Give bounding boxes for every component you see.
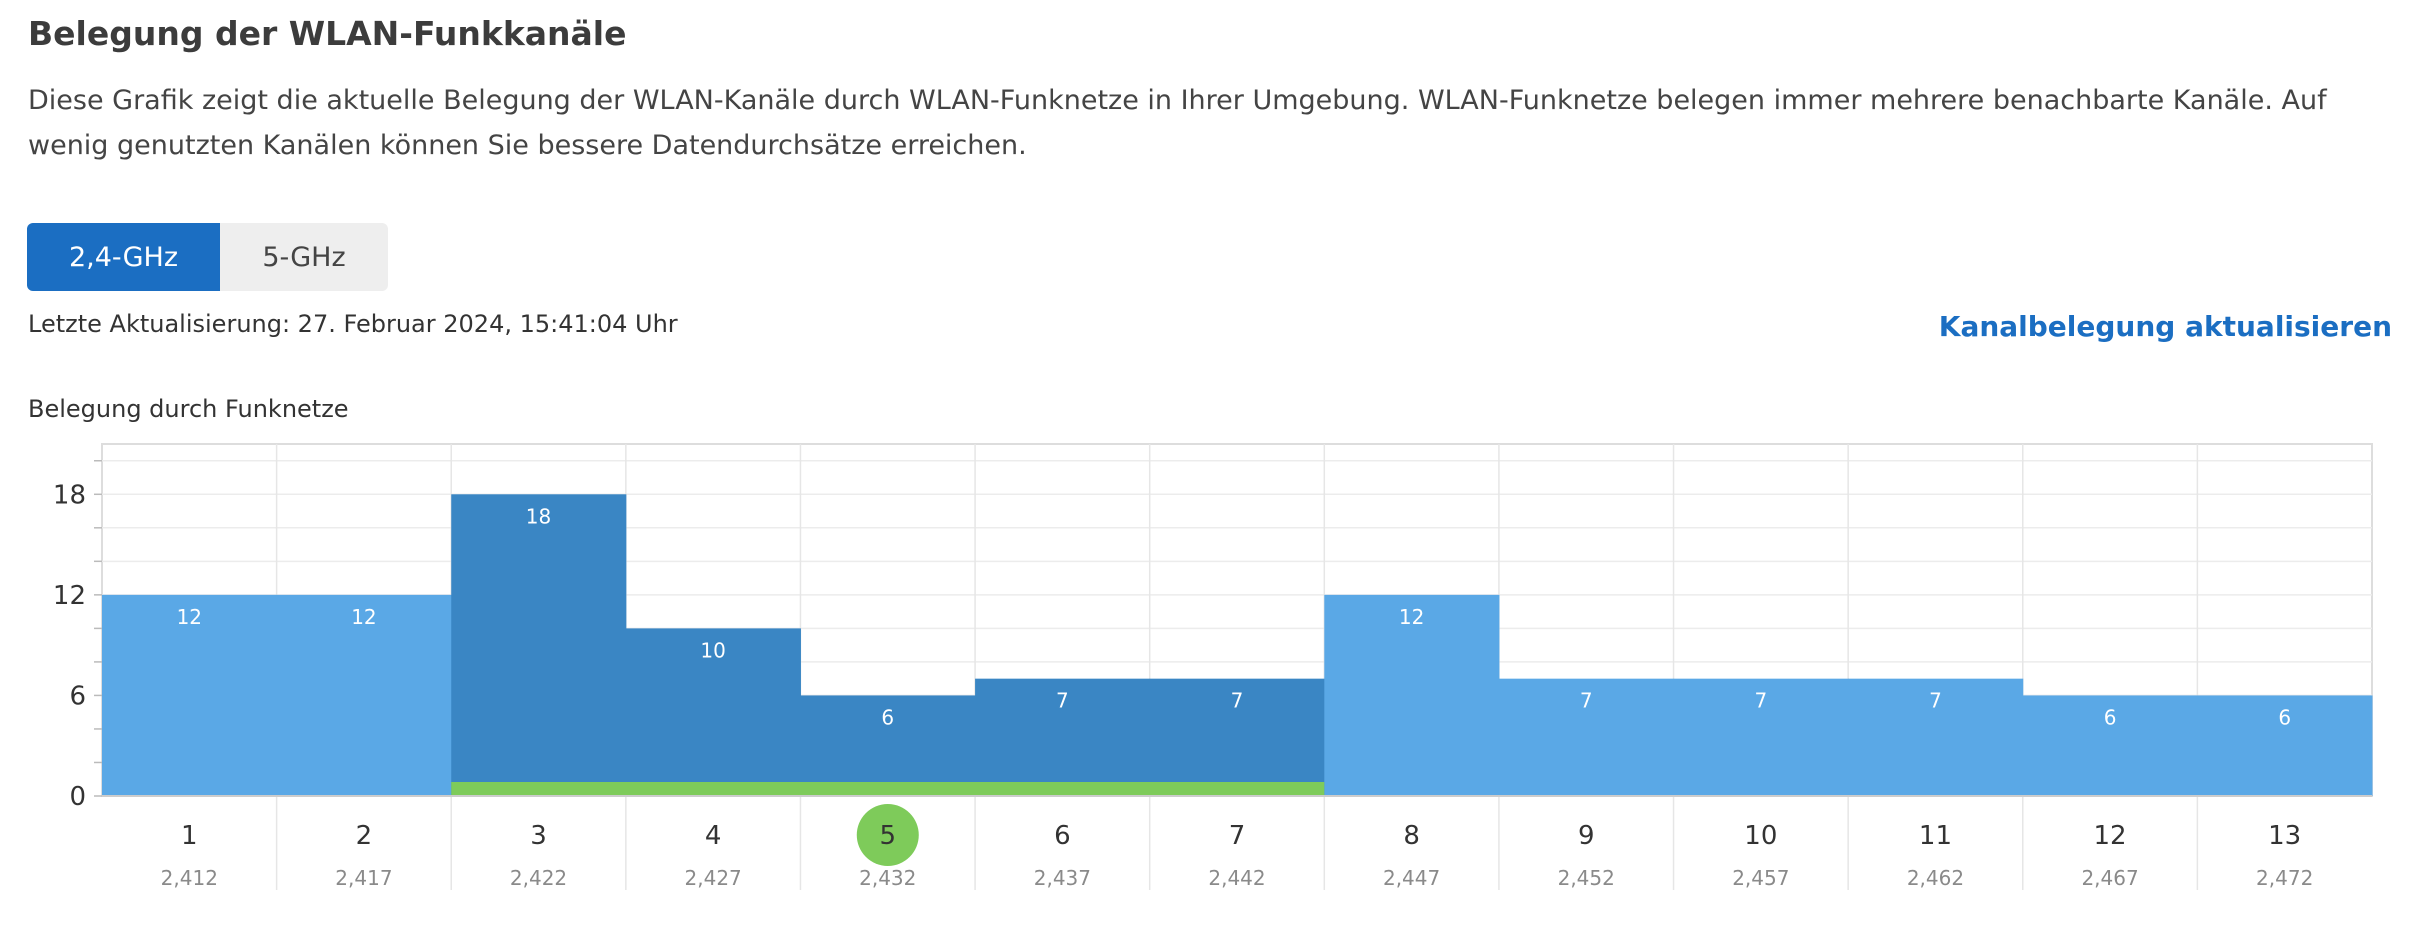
tab-2-4-ghz[interactable]: 2,4-GHz — [27, 223, 220, 291]
bar-value-label: 6 — [2104, 705, 2117, 729]
last-update-timestamp: Letzte Aktualisierung: 27. Februar 2024,… — [28, 310, 678, 338]
bar-channel-1 — [102, 594, 278, 796]
own-network-span-bar — [451, 782, 1325, 796]
frequency-label: 2,452 — [1558, 866, 1615, 890]
frequency-label: 2,457 — [1732, 866, 1789, 890]
bar-value-label: 12 — [351, 605, 376, 629]
frequency-label: 2,417 — [335, 866, 392, 890]
frequency-label: 2,472 — [2256, 866, 2313, 890]
current-channel-marker — [856, 804, 919, 866]
page-title: Belegung der WLAN-Funkkanäle — [28, 14, 627, 53]
bar-channel-13 — [2197, 695, 2373, 796]
bar-channel-11 — [1848, 678, 2024, 796]
channel-label-8: 8 — [1403, 821, 1420, 851]
page-description: Diese Grafik zeigt die aktuelle Belegung… — [28, 85, 2327, 161]
channel-usage-chart: 0 6 12 18 12 12 18 10 6 7 7 12 7 7 7 6 6 1 2,412 2 2,417 3 2,4… — [53, 443, 2373, 890]
chart-title: Belegung durch Funknetze — [28, 395, 349, 423]
frequency-label: 2,447 — [1383, 866, 1440, 890]
y-axis-tick-label: 0 — [69, 782, 86, 812]
bar-channel-3 — [451, 494, 627, 796]
y-axis-tick-label: 18 — [53, 480, 86, 510]
tab-5-ghz[interactable]: 5-GHz — [220, 223, 388, 291]
channel-label-7: 7 — [1229, 821, 1246, 851]
frequency-label: 2,442 — [1208, 866, 1265, 890]
y-axis-tick-label: 12 — [53, 581, 86, 611]
band-tabs: 2,4-GHz 5-GHz — [27, 223, 388, 291]
channel-label-13: 13 — [2268, 821, 2301, 851]
bar-value-label: 6 — [881, 705, 894, 729]
bar-value-label: 7 — [1929, 689, 1942, 713]
frequency-label: 2,432 — [859, 866, 916, 890]
frequency-label: 2,412 — [161, 866, 218, 890]
channel-label-6: 6 — [1054, 821, 1071, 851]
bar-value-label: 6 — [2278, 705, 2291, 729]
bar-channel-12 — [2022, 695, 2198, 796]
bar-channel-7 — [1149, 678, 1325, 796]
y-axis-tick-label: 6 — [69, 681, 86, 711]
bar-value-label: 7 — [1231, 689, 1244, 713]
bar-value-label: 7 — [1580, 689, 1593, 713]
channel-label-12: 12 — [2094, 821, 2127, 851]
bar-value-label: 12 — [177, 605, 202, 629]
bar-value-label: 18 — [526, 504, 551, 528]
refresh-channel-usage-link[interactable]: Kanalbelegung aktualisieren — [1938, 310, 2392, 343]
frequency-label: 2,467 — [2081, 866, 2138, 890]
bar-value-label: 7 — [1056, 689, 1069, 713]
channel-label-9: 9 — [1578, 821, 1595, 851]
channel-label-4: 4 — [705, 821, 722, 851]
bar-channel-8 — [1324, 594, 1500, 796]
bar-value-label: 12 — [1399, 605, 1424, 629]
bar-channel-6 — [975, 678, 1151, 796]
bar-channel-2 — [276, 594, 452, 796]
bar-value-label: 7 — [1754, 689, 1767, 713]
channel-label-11: 11 — [1919, 821, 1952, 851]
frequency-label: 2,427 — [685, 866, 742, 890]
channel-label-3: 3 — [530, 821, 547, 851]
channel-label-2: 2 — [356, 821, 373, 851]
bar-channel-9 — [1498, 678, 1675, 796]
frequency-label: 2,437 — [1034, 866, 1091, 890]
frequency-label: 2,422 — [510, 866, 567, 890]
bar-channel-10 — [1673, 678, 1849, 796]
channel-label-10: 10 — [1744, 821, 1777, 851]
bar-channel-5 — [800, 695, 976, 796]
frequency-label: 2,462 — [1907, 866, 1964, 890]
channel-label-1: 1 — [181, 821, 198, 851]
bar-value-label: 10 — [700, 638, 725, 662]
channel-label-5: 5 — [879, 821, 896, 851]
bar-channel-4 — [625, 628, 801, 796]
